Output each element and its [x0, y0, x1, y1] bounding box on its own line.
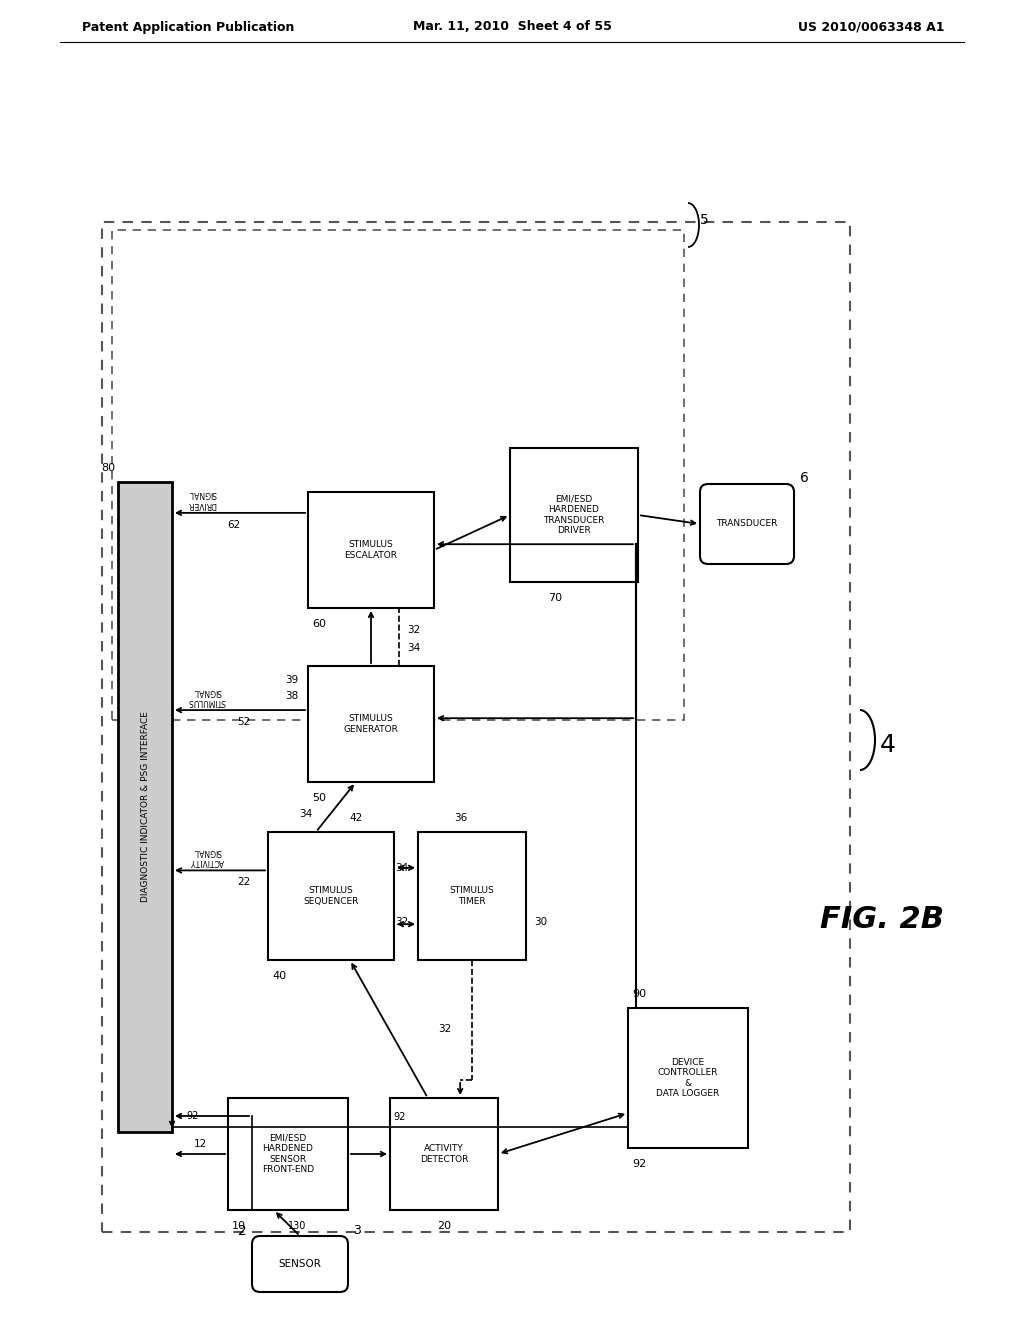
Text: 39: 39: [286, 675, 299, 685]
Text: 32: 32: [394, 916, 408, 927]
Text: ACTIVITY
SIGNAL: ACTIVITY SIGNAL: [190, 847, 224, 866]
Text: DIAGNOSTIC INDICATOR & PSG INTERFACE: DIAGNOSTIC INDICATOR & PSG INTERFACE: [140, 711, 150, 903]
Text: 130: 130: [288, 1221, 306, 1232]
Text: 92: 92: [186, 1111, 199, 1121]
Text: STIMULUS
TIMER: STIMULUS TIMER: [450, 886, 495, 906]
Text: 92: 92: [394, 1111, 407, 1122]
Text: 3: 3: [353, 1225, 360, 1238]
Text: EMI/ESD
HARDENED
SENSOR
FRONT-END: EMI/ESD HARDENED SENSOR FRONT-END: [262, 1134, 314, 1173]
Text: 40: 40: [272, 972, 286, 981]
Text: 32: 32: [407, 624, 420, 635]
Bar: [118, 482, 172, 1133]
Text: 50: 50: [312, 793, 326, 803]
Text: 30: 30: [534, 916, 547, 927]
Text: 90: 90: [632, 989, 646, 999]
Text: EMI/ESD
HARDENED
TRANSDUCER
DRIVER: EMI/ESD HARDENED TRANSDUCER DRIVER: [544, 495, 605, 535]
Text: 6: 6: [800, 471, 809, 484]
Text: FIG. 2B: FIG. 2B: [820, 906, 944, 935]
Text: STIMULUS
ESCALATOR: STIMULUS ESCALATOR: [344, 540, 397, 560]
Text: 34: 34: [299, 809, 312, 818]
Bar: [628, 1008, 748, 1148]
Text: 34: 34: [394, 863, 408, 873]
Text: STIMULUS
SEQUENCER: STIMULUS SEQUENCER: [303, 886, 358, 906]
Text: 36: 36: [455, 813, 468, 822]
Text: 10: 10: [232, 1221, 246, 1232]
Text: 52: 52: [238, 717, 251, 727]
Text: DRIVER
SIGNAL: DRIVER SIGNAL: [187, 490, 216, 510]
Bar: [390, 1098, 498, 1210]
Text: 42: 42: [349, 813, 362, 822]
Text: 38: 38: [286, 692, 299, 701]
Text: STIMULUS
GENERATOR: STIMULUS GENERATOR: [344, 714, 398, 734]
Text: TRANSDUCER: TRANSDUCER: [717, 520, 777, 528]
Bar: [228, 1098, 348, 1210]
Text: 32: 32: [438, 1024, 451, 1034]
Bar: [112, 230, 684, 719]
Text: 80: 80: [101, 463, 115, 473]
Bar: [102, 222, 850, 1232]
Text: 2: 2: [239, 1224, 247, 1238]
Text: Mar. 11, 2010  Sheet 4 of 55: Mar. 11, 2010 Sheet 4 of 55: [413, 21, 611, 33]
Text: 70: 70: [548, 593, 562, 603]
Bar: [268, 832, 394, 960]
Text: 5: 5: [700, 213, 709, 227]
Text: 62: 62: [227, 520, 241, 529]
Text: SENSOR: SENSOR: [279, 1259, 322, 1269]
Text: Patent Application Publication: Patent Application Publication: [82, 21, 294, 33]
Text: ACTIVITY
DETECTOR: ACTIVITY DETECTOR: [420, 1144, 468, 1164]
Text: STIMULUS
SIGNAL: STIMULUS SIGNAL: [188, 686, 226, 706]
Text: 92: 92: [632, 1159, 646, 1170]
Text: 4: 4: [880, 733, 896, 756]
Bar: [308, 667, 434, 781]
Text: 12: 12: [194, 1139, 207, 1148]
Bar: [308, 492, 434, 609]
Text: 60: 60: [312, 619, 326, 630]
FancyBboxPatch shape: [700, 484, 794, 564]
Text: 20: 20: [437, 1221, 451, 1232]
Text: US 2010/0063348 A1: US 2010/0063348 A1: [799, 21, 945, 33]
Text: 22: 22: [238, 878, 251, 887]
Text: DEVICE
CONTROLLER
&
DATA LOGGER: DEVICE CONTROLLER & DATA LOGGER: [656, 1057, 720, 1098]
Text: 34: 34: [407, 643, 420, 653]
Bar: [418, 832, 526, 960]
FancyBboxPatch shape: [252, 1236, 348, 1292]
Bar: [510, 447, 638, 582]
